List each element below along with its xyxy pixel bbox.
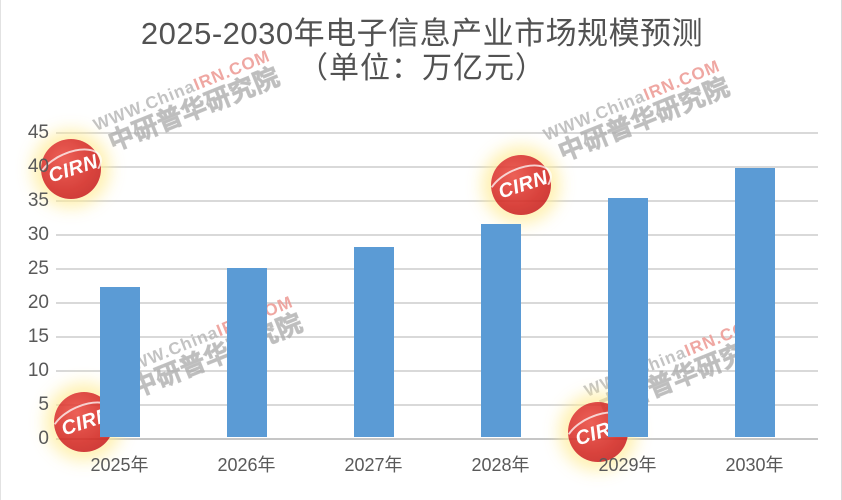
cirn-badge-icon: CIRN (41, 139, 101, 199)
y-tick-label-0: 0 (38, 428, 49, 449)
gridline-15 (56, 336, 818, 338)
y-tick-label-35: 35 (27, 190, 49, 211)
gridline-25 (56, 268, 818, 270)
x-tick-label-2026年: 2026年 (217, 455, 276, 475)
bar-2030年 (734, 168, 775, 437)
gridline-30 (56, 234, 818, 236)
gridline-5 (56, 404, 818, 406)
y-tick-label-10: 10 (27, 360, 49, 381)
y-tick-label-30: 30 (27, 224, 49, 245)
y-tick-label-45: 45 (27, 122, 49, 143)
x-tick-label-2030年: 2030年 (725, 455, 784, 475)
chart-title-block: 2025-2030年电子信息产业市场规模预测 （单位：万亿元） (1, 16, 842, 87)
chart-title: 2025-2030年电子信息产业市场规模预测 (140, 16, 704, 51)
gridline-10 (56, 370, 818, 372)
y-tick-label-15: 15 (27, 326, 49, 347)
plot-gridlines (56, 132, 818, 440)
gridline-45 (56, 132, 818, 134)
gridline-20 (56, 302, 818, 304)
bar-2029年 (607, 198, 648, 437)
x-tick-label-2029年: 2029年 (598, 455, 657, 475)
x-tick-label-2025年: 2025年 (90, 455, 149, 475)
chart-subtitle: （单位：万亿元） (298, 51, 546, 85)
bar-2026年 (226, 268, 267, 437)
x-tick-label-2027年: 2027年 (344, 455, 403, 475)
x-tick-label-2028年: 2028年 (471, 455, 530, 475)
y-tick-label-20: 20 (27, 292, 49, 313)
y-tick-label-40: 40 (27, 156, 49, 177)
x-axis-labels: 2025年 2026年 2027年 2028年 2029年 2030年 (56, 451, 818, 481)
gridline-40 (56, 166, 818, 168)
gridline-0 (56, 438, 818, 440)
y-tick-label-25: 25 (27, 258, 49, 279)
cirn-badge-icon: CIRN (491, 155, 551, 215)
plot-bars (56, 133, 818, 439)
bar-2025年 (99, 286, 140, 437)
bar-2028年 (480, 224, 521, 437)
bar-2027年 (353, 247, 394, 437)
y-tick-label-5: 5 (38, 394, 49, 415)
gridline-35 (56, 200, 818, 202)
